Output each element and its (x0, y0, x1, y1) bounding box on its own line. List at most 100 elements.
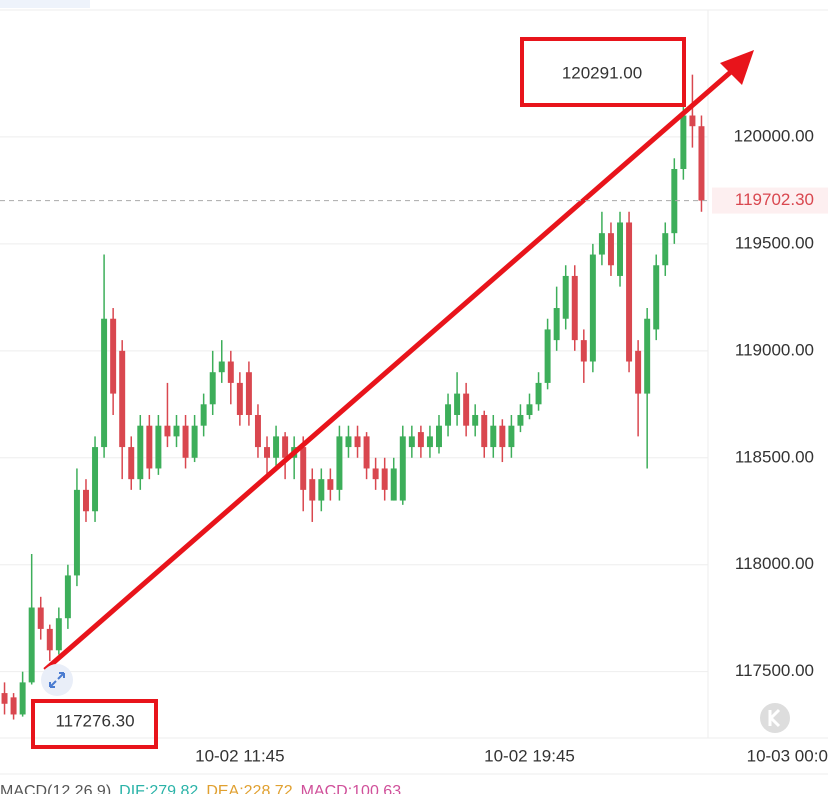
x-tick-label: 10-03 00:00 (747, 746, 828, 765)
candle-body (526, 404, 533, 415)
candle-body (155, 425, 162, 469)
candle-body (426, 436, 433, 448)
candle-body (408, 436, 415, 448)
candle-body (535, 382, 542, 405)
candle-body (689, 115, 696, 127)
indicator-item: MACD:100.63 (301, 783, 402, 794)
candle-body (345, 436, 352, 448)
top-tab (0, 0, 90, 8)
candle-body (372, 468, 379, 480)
candle-body (472, 414, 479, 426)
candle-body (209, 372, 216, 405)
candle-body (517, 414, 524, 426)
y-tick-label: 118000.00 (735, 554, 814, 573)
candle-body (28, 607, 35, 683)
y-tick-label: 119500.00 (735, 233, 814, 252)
x-tick-label: 10-02 19:45 (484, 746, 575, 765)
candle-body (327, 479, 334, 490)
candle-body (363, 436, 370, 469)
candle-body (607, 233, 614, 266)
candle-body (653, 265, 660, 330)
candle-body (64, 575, 71, 619)
candle-body (227, 361, 234, 383)
candle-body (417, 432, 424, 448)
expand-icon[interactable] (41, 664, 73, 696)
candle-body (390, 468, 397, 501)
candle-body (128, 447, 135, 480)
candle-body (55, 618, 62, 651)
y-tick-label: 117500.00 (735, 661, 814, 680)
candle-body (589, 254, 596, 362)
candle-body (254, 414, 261, 448)
candle-body (173, 425, 180, 437)
candle-body (598, 233, 605, 255)
collapse-button[interactable] (760, 703, 790, 733)
candle-body (164, 425, 171, 437)
y-tick-label: 118500.00 (735, 447, 814, 466)
indicator-item: MACD(12,26,9) (0, 783, 111, 794)
candle-body (499, 425, 506, 448)
candle-body (571, 275, 578, 341)
candle-body (146, 425, 153, 469)
candle-body (336, 436, 343, 490)
candle-body (110, 318, 117, 394)
candle-body (635, 350, 642, 394)
y-tick-label: 120000.00 (734, 126, 814, 145)
candle-body (119, 350, 126, 448)
candle-body (463, 393, 470, 426)
candle-body (245, 372, 252, 415)
candle-body (354, 436, 361, 448)
candle-body (399, 436, 406, 501)
candle-body (273, 436, 280, 458)
candle-body (481, 414, 488, 448)
last-price-bg (712, 187, 828, 214)
candle-body (83, 489, 89, 512)
candle-body (644, 318, 651, 394)
candle-body (671, 168, 678, 234)
arrow (43, 50, 754, 672)
candle-body (264, 447, 270, 458)
candle-body (553, 308, 560, 341)
candle-body (436, 425, 442, 448)
indicator-item: DEA:228.72 (206, 783, 292, 794)
candle-body (282, 436, 289, 458)
candle-body (236, 382, 243, 415)
low-box (31, 699, 158, 749)
candle-body (101, 318, 108, 448)
candle-body (662, 233, 669, 266)
candle-body (137, 425, 144, 480)
candle-body (617, 222, 623, 276)
candle-body (73, 489, 80, 576)
candle-body (680, 115, 687, 169)
candle-body (10, 697, 17, 715)
candle-body (580, 340, 587, 362)
candle-body (381, 468, 388, 490)
indicator-item: DIF:279.82 (119, 783, 198, 794)
high-label: 120291.00 (562, 63, 642, 82)
last-price-label: 119702.30 (735, 190, 814, 209)
y-tick-label: 119000.00 (735, 340, 814, 359)
candle-body (508, 425, 515, 448)
candle-body (562, 275, 569, 319)
candle-body (191, 425, 198, 458)
high-box (520, 37, 686, 107)
candle-body (698, 126, 705, 201)
candle-body (19, 682, 26, 715)
x-tick-label: 10-02 11:45 (195, 746, 284, 765)
candle-body (445, 404, 452, 426)
low-label: 117276.30 (55, 711, 134, 730)
candle-body (1, 693, 8, 704)
candle-body (318, 479, 325, 501)
candle-body (200, 404, 207, 426)
candle-body (37, 607, 44, 629)
candle-body (182, 425, 189, 458)
candle-body (490, 425, 497, 448)
candle-body (626, 222, 633, 362)
candle-body (46, 628, 53, 651)
candle-body (544, 329, 551, 383)
candle-body (218, 361, 225, 373)
candle-body (454, 393, 461, 415)
indicator-legend: MACD(12,26,9) DIF:279.82 DEA:228.72 MACD:10… (0, 783, 401, 794)
candle-body (300, 447, 307, 490)
